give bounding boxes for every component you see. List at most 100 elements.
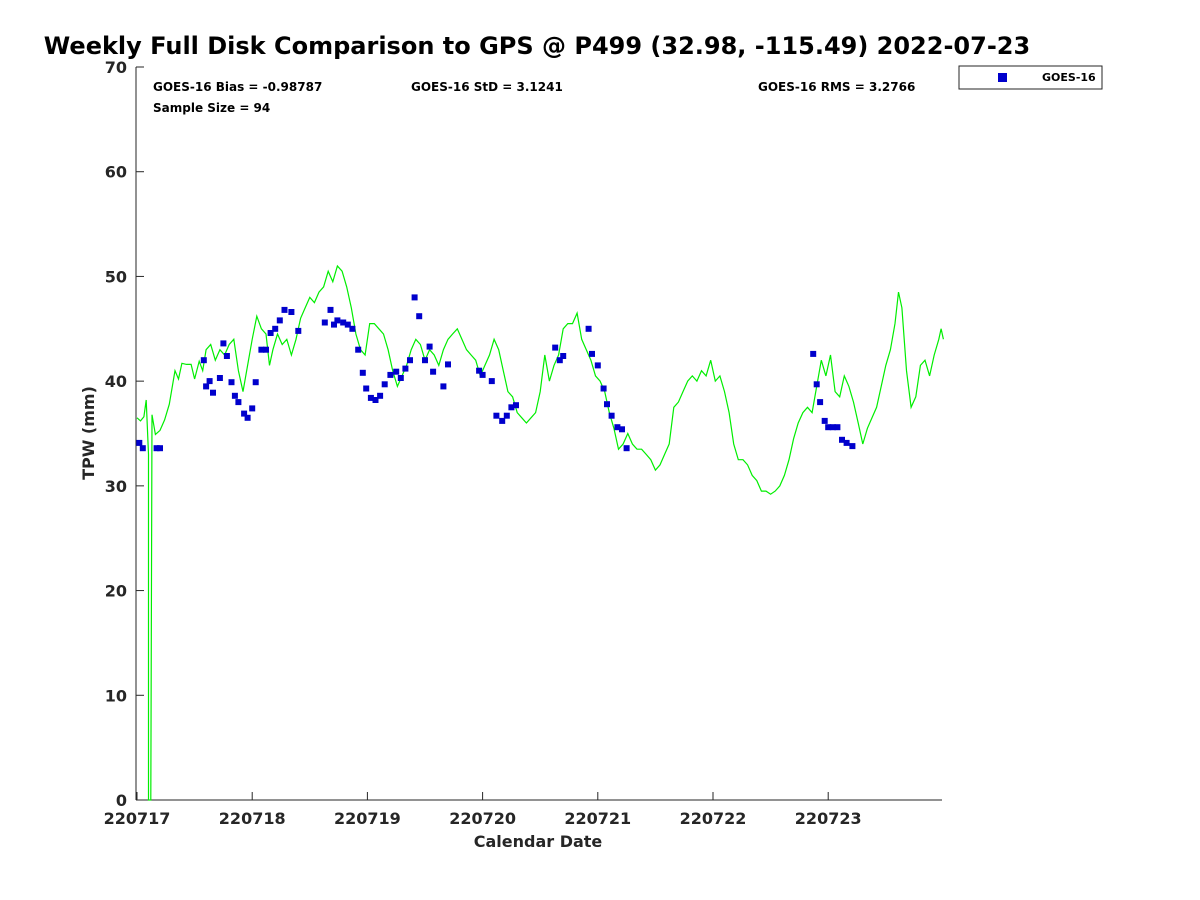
goes16-series [136,294,856,452]
goes16-point [372,397,379,403]
goes16-point [513,402,519,409]
x-axis-title: Calendar Date [474,832,603,851]
goes16-point [281,306,288,313]
x-tick-label: 220722 [680,809,747,828]
goes16-point [479,371,486,378]
goes16-point [387,371,394,378]
stat-std: GOES-16 StD = 3.1241 [411,80,563,94]
goes16-point [136,439,143,446]
goes16-point [407,357,413,364]
plot-area [135,67,942,801]
y-tick-label: 40 [105,372,127,391]
goes16-point [359,369,366,376]
goes16-point [349,325,356,332]
goes16-point [344,321,351,328]
x-tick-label: 220718 [219,809,286,828]
goes16-point [600,385,607,392]
goes16-point [499,417,506,424]
y-tick-label: 0 [116,791,127,810]
goes16-point [258,346,265,353]
x-axis-ticks: 220717 220718 220719 220720 220721 220722 2207… [104,792,862,828]
goes16-point [203,383,210,390]
goes16-point [839,436,845,443]
goes16-point [276,317,283,324]
goes16-point [604,401,610,408]
y-axis-title: TPW (mm) [79,386,98,480]
goes16-point [422,357,428,364]
goes16-point [619,426,625,433]
goes16-point [252,379,259,386]
goes16-point [556,357,563,364]
legend-box [958,65,1103,90]
goes16-point [139,445,146,452]
goes16-point [331,321,337,328]
goes16-point [223,353,230,359]
goes16-point [585,325,592,332]
goes16-point [608,412,615,419]
goes16-point [393,368,400,375]
goes16-point [623,445,630,452]
legend: GOES-16 [958,65,1103,90]
goes16-point [849,443,856,450]
x-tick-label: 220719 [334,809,401,828]
stat-rms: GOES-16 RMS = 3.2766 [758,80,915,94]
stat-bias: GOES-16 Bias = -0.98787 [153,80,322,94]
goes16-point [614,424,621,431]
goes16-point [589,350,595,357]
goes16-point [810,350,817,357]
goes16-point [594,362,601,369]
y-tick-label: 30 [105,477,127,496]
y-tick-label: 70 [105,58,127,77]
goes16-point [397,375,404,381]
x-tick-label: 220723 [795,809,862,828]
goes16-point [244,414,251,421]
goes16-point [488,378,495,385]
goes16-point [340,319,347,326]
stats-annotations: GOES-16 Bias = -0.98787 GOES-16 StD = 3.… [153,80,915,115]
goes16-point [402,365,409,372]
goes16-point [249,405,256,412]
legend-label-goes16: GOES-16 [1042,71,1096,84]
goes16-point [552,344,559,351]
goes16-point [381,381,388,388]
goes16-point [363,385,370,392]
goes16-point [834,424,841,431]
x-tick-label: 220720 [449,809,516,828]
goes16-point [241,410,248,417]
goes16-point [263,346,269,353]
goes16-point [476,367,483,374]
goes16-point [817,399,824,406]
goes16-point [508,404,515,411]
goes16-point [825,424,832,431]
goes16-point [821,417,828,424]
goes16-point [445,361,451,368]
legend-marker-goes16 [998,73,1007,82]
goes16-point [843,439,850,446]
y-tick-label: 60 [105,163,127,182]
goes16-point [411,294,418,301]
goes16-point [829,424,836,431]
goes16-point [426,343,433,350]
goes16-point [220,340,227,347]
goes16-point [813,381,820,388]
y-tick-label: 10 [105,686,127,705]
stat-sample-size: Sample Size = 94 [153,101,270,115]
y-tick-label: 50 [105,267,127,286]
goes16-point [355,346,362,353]
goes16-point [430,368,437,375]
goes16-point [321,319,328,326]
x-tick-label: 220721 [564,809,631,828]
chart-title: Weekly Full Disk Comparison to GPS @ P49… [44,32,1030,60]
y-tick-label: 20 [105,582,127,601]
goes16-point [272,325,279,332]
goes16-point [200,357,207,364]
goes16-point [334,317,341,324]
gps-series-line [136,264,944,801]
goes16-point [377,392,384,399]
goes16-point [440,383,447,390]
goes16-point [503,412,510,419]
goes16-point [267,330,274,336]
plot-background [136,67,942,800]
goes16-point [153,445,160,452]
